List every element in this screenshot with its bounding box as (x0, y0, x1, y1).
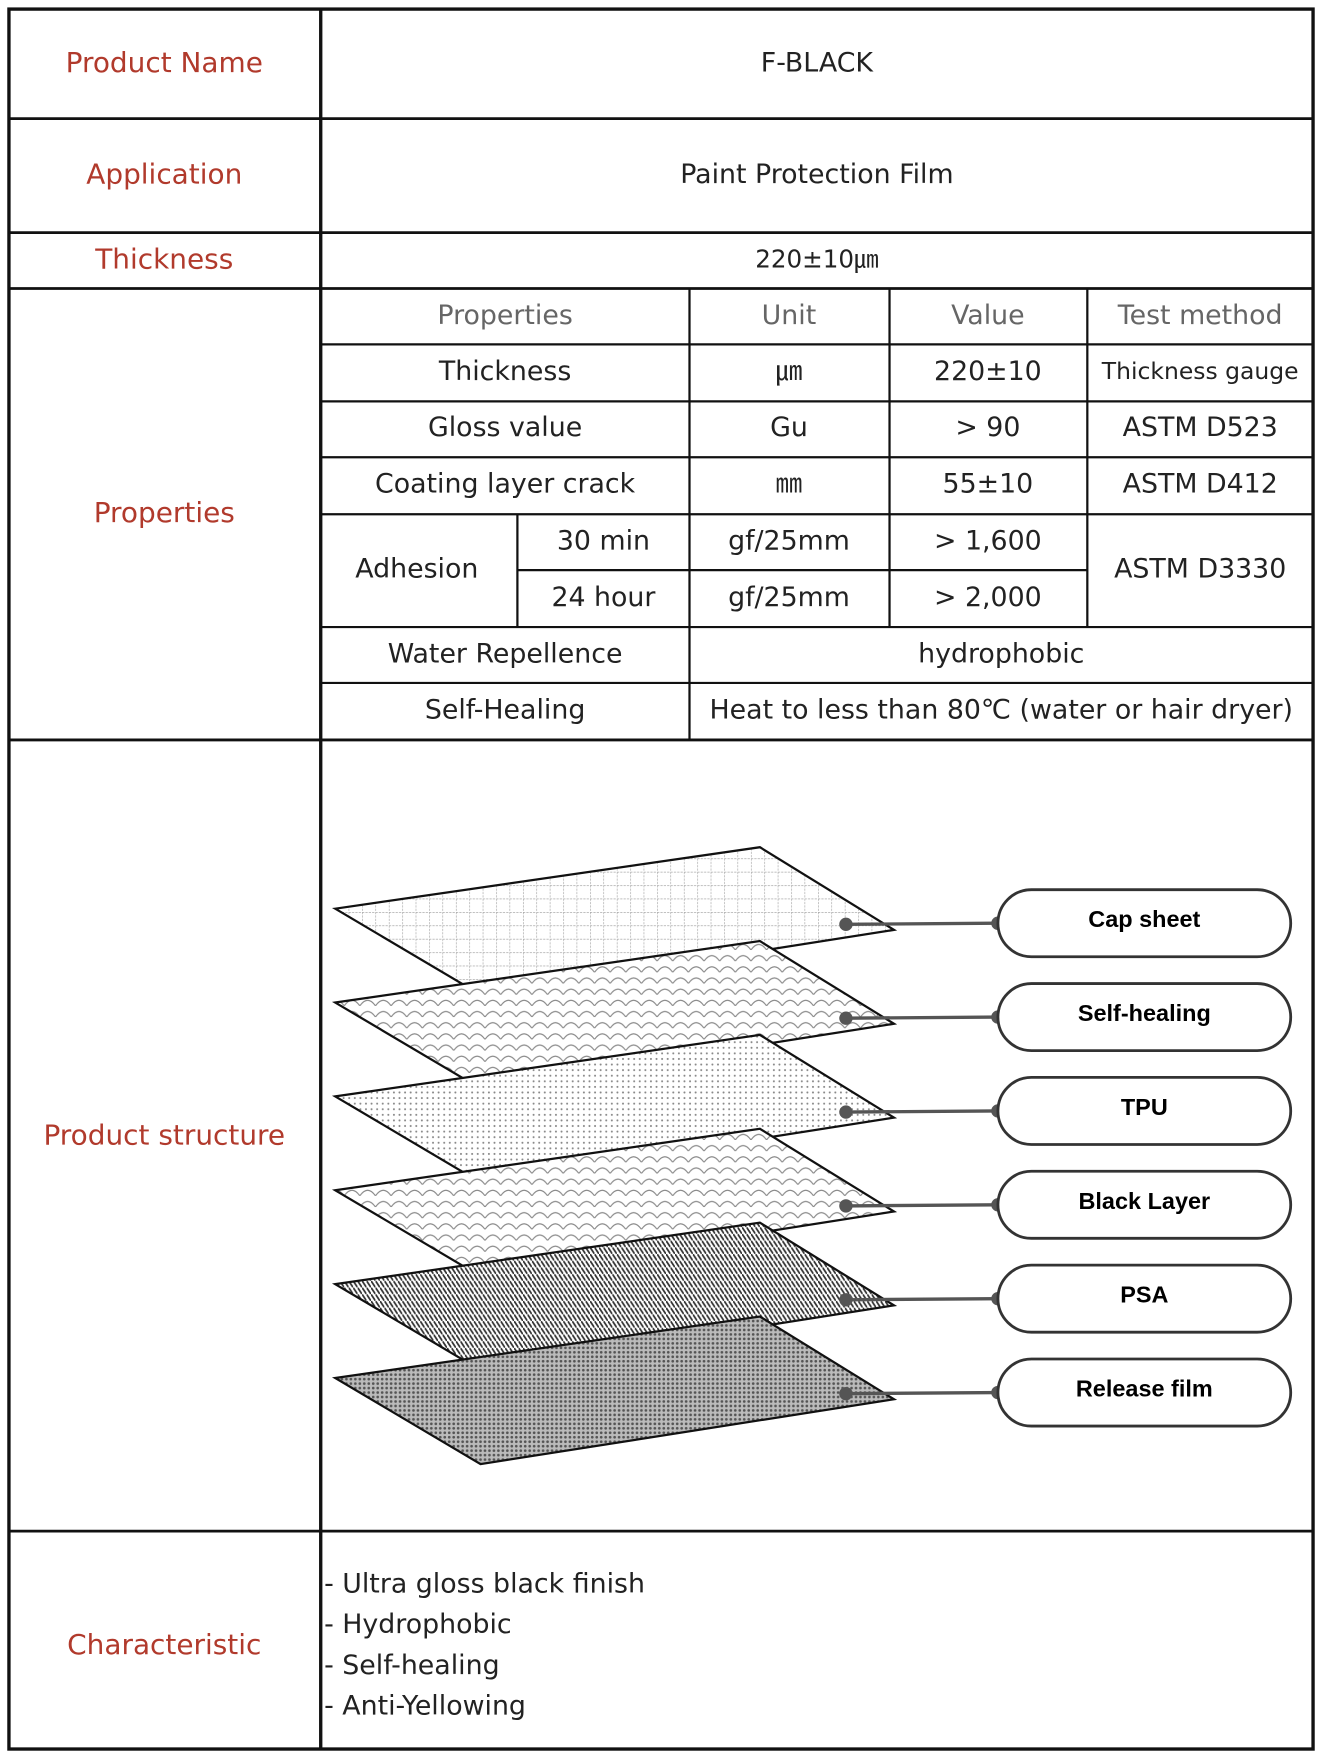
characteristic-item: - Ultra gloss black finish (324, 1568, 645, 1599)
cell-text: Thickness (438, 356, 571, 387)
layer-label: TPU (1121, 1094, 1168, 1120)
film-layer (331, 1315, 898, 1466)
cell-text: Self-Healing (425, 694, 586, 725)
cell-text: gf/25mm (728, 582, 850, 613)
characteristic-item: - Hydrophobic (324, 1609, 512, 1640)
row-label: Application (86, 158, 242, 191)
leader-dot (839, 1386, 853, 1401)
cell-text: Water Repellence (388, 639, 623, 670)
cell-text: hydrophobic (918, 639, 1084, 670)
layer-label-box (996, 1263, 1293, 1334)
row-label: Product structure (43, 1119, 285, 1152)
layer-label-box (996, 888, 1293, 959)
layer-label: Release film (1076, 1376, 1213, 1402)
cell-text: > 1,600 (934, 526, 1042, 557)
cell-text: 55±10 (943, 469, 1034, 500)
cell-text: Adhesion (355, 554, 478, 585)
layer-label: PSA (1120, 1282, 1168, 1308)
leader-line (845, 1203, 998, 1208)
characteristic-item: - Self-healing (324, 1650, 500, 1681)
cell-text: ㎜ (776, 469, 803, 500)
layer-label: Black Layer (1078, 1188, 1210, 1214)
table-header: Properties (437, 300, 572, 331)
film-layer (331, 1033, 898, 1184)
characteristic-item: - Anti-Yellowing (324, 1691, 526, 1722)
cell-text: Thickness gauge (1101, 357, 1299, 385)
cell-text: > 90 (955, 412, 1020, 443)
film-layer (331, 939, 898, 1090)
cell-text: > 2,000 (934, 582, 1042, 613)
table-header: Unit (762, 300, 817, 331)
cell-text: Gloss value (428, 412, 582, 443)
cell-text: ASTM D3330 (1114, 554, 1286, 585)
row-label: Properties (94, 496, 235, 529)
cell-text: ASTM D523 (1123, 412, 1278, 443)
cell-text: 30 min (557, 526, 650, 557)
row-label: Product Name (66, 46, 263, 79)
leader-dot (839, 1105, 853, 1119)
cell-text: Coating layer crack (375, 469, 636, 500)
cell-text: ㎛ (776, 356, 803, 387)
row-label: Thickness (94, 243, 233, 276)
film-layer (331, 846, 898, 996)
cell-text: ASTM D412 (1123, 469, 1278, 500)
layer-label: Self-healing (1078, 1000, 1211, 1026)
leader-dot (839, 917, 853, 932)
layer-label-box (996, 1076, 1293, 1146)
row-label: Characteristic (67, 1628, 261, 1661)
layer-label-box (996, 1169, 1293, 1240)
cell-value: Paint Protection Film (680, 159, 953, 190)
cell-value: F-BLACK (761, 47, 875, 78)
cell-text: 24 hour (551, 582, 656, 613)
cell-value: 220±10㎛ (755, 245, 878, 274)
film-layer (331, 1221, 898, 1372)
film-layer (331, 1127, 898, 1278)
table-header: Value (951, 300, 1025, 331)
cell-text: gf/25mm (728, 526, 850, 557)
leader-dot (839, 1293, 853, 1307)
table-header: Test method (1117, 300, 1283, 331)
layer-label-box (996, 1357, 1293, 1428)
cell-text: Heat to less than 80℃ (water or hair dry… (710, 694, 1293, 725)
layer-label-box (996, 982, 1293, 1052)
outer-border (7, 7, 1315, 1751)
cell-text: 220±10 (934, 356, 1042, 387)
leader-line (845, 1297, 998, 1302)
leader-dot (839, 1199, 853, 1213)
leader-dot (839, 1011, 853, 1025)
layer-label: Cap sheet (1088, 906, 1200, 932)
leader-line (845, 921, 998, 926)
cell-text: Gu (770, 412, 808, 443)
leader-line (845, 1109, 998, 1114)
leader-line (845, 1390, 998, 1396)
leader-line (845, 1015, 998, 1020)
